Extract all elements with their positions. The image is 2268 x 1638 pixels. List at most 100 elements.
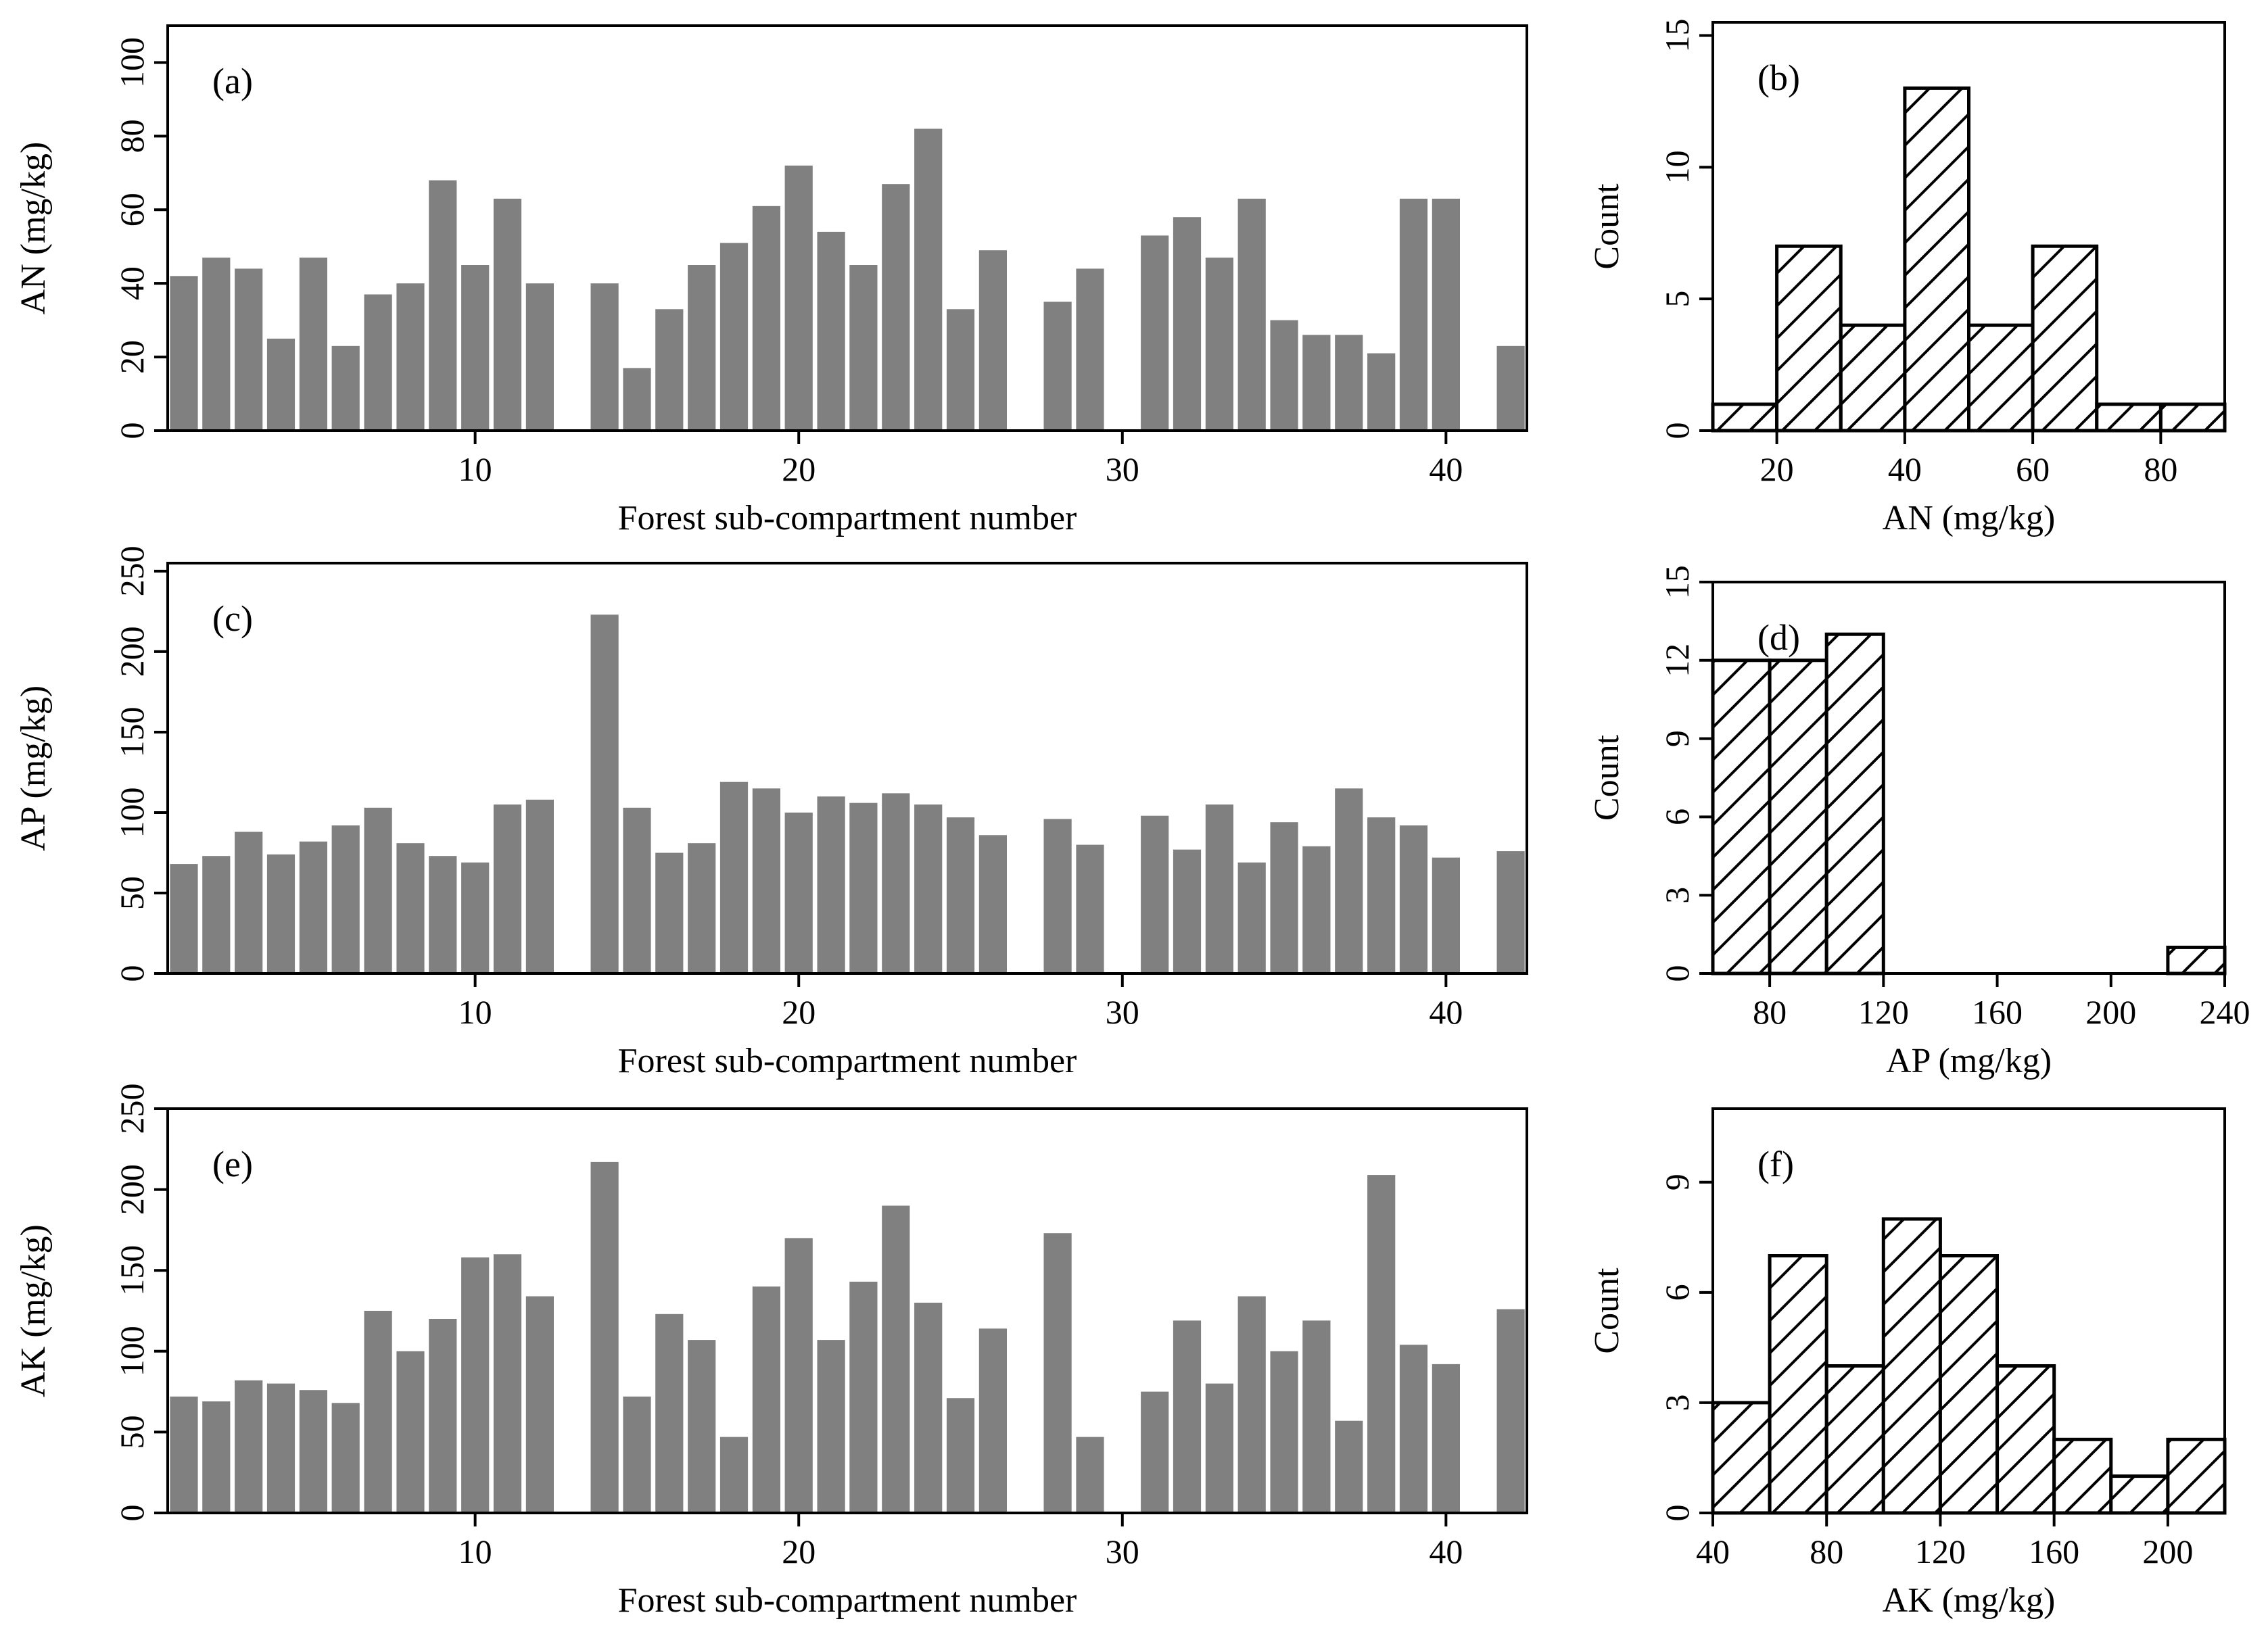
bar-e-26 [978,1328,1007,1513]
bar-c-22 [849,802,878,973]
bar-a-12 [525,283,554,431]
bar-a-9 [429,180,457,431]
bar-e-5 [299,1390,327,1513]
hist-bar-f-80 [1824,1364,1885,1515]
bar-a-26 [978,250,1007,431]
bar-a-39 [1399,198,1428,431]
panel-c: 0 50 100 150 200 250 10 20 30 40 Forest sub-compar… [14,546,1528,1080]
bar-a-33 [1205,258,1233,431]
panel-label-d: (d) [1757,617,1800,658]
y-axis-title-b: Count [1588,183,1626,270]
bar-e-17 [688,1340,716,1513]
y-tick-label-f: 0 [1658,1505,1696,1522]
x-tick-label-d: 80 [1753,993,1787,1031]
x-tick-label-c: 40 [1429,993,1463,1031]
bar-a-36 [1302,335,1331,431]
bar-e-32 [1173,1320,1202,1513]
y-tick-label-e: 50 [113,1415,151,1449]
x-tick-label-c: 30 [1106,993,1139,1031]
y-tick-label-e: 150 [113,1245,151,1296]
bar-a-16 [655,309,684,431]
y-axis-title-f: Count [1588,1268,1626,1354]
x-tick-label-b: 20 [1760,450,1794,488]
bar-a-21 [817,231,845,431]
y-tick-label-c: 150 [113,706,151,757]
bar-a-37 [1335,335,1363,431]
bar-a-11 [493,198,522,431]
bar-c-15 [623,807,651,973]
bar-a-25 [946,309,975,431]
x-tick-label-e: 40 [1429,1533,1463,1570]
x-tick-label-c: 10 [458,993,492,1031]
panel-label-c: (c) [212,598,253,639]
bar-e-19 [752,1286,780,1513]
y-tick-label-a: 20 [113,340,151,374]
x-tick-label-e: 10 [458,1533,492,1570]
hist-bar-f-120 [1938,1254,1999,1515]
y-tick-label-e: 250 [113,1084,151,1134]
panel-e: 0 50 100 150 200 250 10 20 30 40 Forest sub-compar… [14,1084,1528,1620]
bar-e-3 [235,1380,263,1513]
bar-e-42 [1496,1309,1525,1513]
bar-e-18 [719,1437,749,1513]
bar-e-39 [1399,1345,1428,1513]
x-tick-label-b: 60 [2016,450,2050,488]
hist-bar-f-60 [1768,1254,1828,1515]
y-axis-title-d: Count [1588,734,1626,821]
bar-a-5 [299,258,327,431]
hist-bar-f-40 [1711,1401,1772,1515]
plot-frame-b [1711,21,2226,432]
bar-c-17 [688,843,716,973]
bar-e-4 [266,1383,296,1513]
y-tick-label-e: 0 [113,1505,151,1522]
bar-e-35 [1270,1351,1298,1513]
hist-bar-b-40 [1903,86,1970,433]
bar-c-20 [784,813,813,973]
hist-bar-b-70 [2095,402,2163,433]
bar-e-6 [331,1403,360,1513]
bar-c-42 [1496,851,1525,973]
bar-c-26 [978,835,1007,973]
x-tick-label-f: 120 [1915,1533,1966,1570]
hist-bar-f-180 [2109,1474,2170,1515]
bar-a-15 [623,368,651,431]
y-tick-label-d: 3 [1658,887,1696,904]
bar-e-12 [525,1296,554,1513]
bar-c-10 [461,862,490,973]
bar-a-8 [396,283,425,431]
bar-e-40 [1432,1364,1460,1513]
bar-c-32 [1173,849,1202,973]
bar-a-22 [849,265,878,431]
y-tick-label-f: 9 [1658,1174,1696,1190]
y-axis-title-c: AP (mg/kg) [14,685,53,851]
y-axis-title-e: AK (mg/kg) [14,1224,53,1397]
x-tick-label-b: 40 [1888,450,1922,488]
bar-c-21 [817,796,845,973]
bar-c-4 [266,854,296,973]
panel-label-b: (b) [1757,57,1800,98]
x-tick-label-d: 120 [1858,993,1909,1031]
bar-c-19 [752,788,780,973]
y-tick-label-c: 50 [113,876,151,910]
bar-e-36 [1302,1320,1331,1513]
bar-c-9 [429,856,457,973]
bar-c-16 [655,852,684,973]
panel-b: 0 5 10 15 20 40 60 80 AN (mg/kg) Count (b) [1588,18,2227,537]
bar-e-25 [946,1398,975,1513]
hist-bar-b-50 [1967,323,2035,433]
bar-c-33 [1205,804,1233,973]
bar-a-31 [1141,235,1169,431]
bar-c-31 [1141,815,1169,973]
y-tick-label-e: 200 [113,1164,151,1215]
plot-frame-d [1711,581,2226,975]
y-tick-label-d: 15 [1658,565,1696,599]
x-tick-label-f: 160 [2029,1533,2079,1570]
plot-frame-e [166,1107,1528,1514]
hist-bar-d-60 [1711,658,1772,975]
bar-e-16 [655,1314,684,1513]
y-tick-label-b: 10 [1658,150,1696,184]
x-axis-title-d: AP (mg/kg) [1886,1042,2052,1080]
x-tick-label-f: 200 [2142,1533,2193,1570]
y-tick-label-c: 250 [113,546,151,596]
